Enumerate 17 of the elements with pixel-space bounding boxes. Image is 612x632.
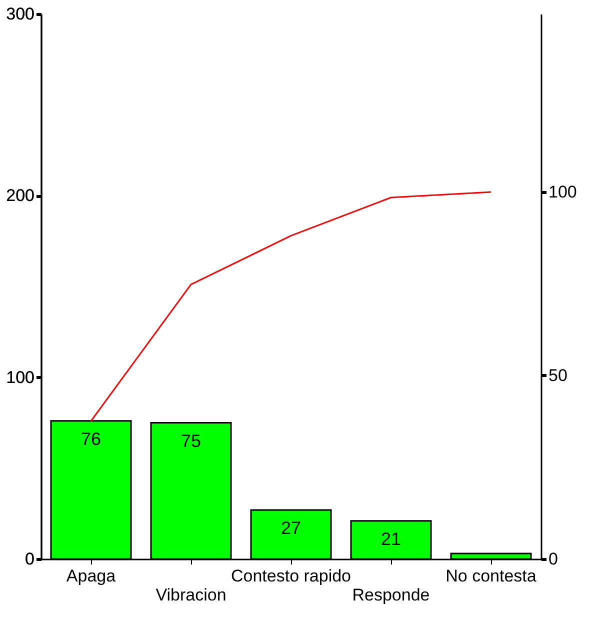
data-label: 21 [380, 528, 402, 549]
data-label: 76 [80, 428, 102, 449]
line-series [90, 191, 492, 422]
data-label: 27 [280, 518, 302, 538]
x-tick-label: Responde [352, 586, 430, 604]
y2-tick-label: 0 [548, 550, 558, 568]
x-tick-label: No contesta [446, 566, 537, 586]
data-label: 75 [180, 430, 202, 451]
x-tick-label: Contesto rapido [230, 566, 352, 586]
y-tick-label: 0 [25, 550, 34, 568]
x-tick-label: Vibracion [156, 586, 226, 604]
y-tick-label: 100 [6, 368, 34, 387]
y2-tick-label: 50 [548, 366, 568, 385]
y-tick-label: 300 [6, 4, 34, 24]
x-tick-label: Apaga [66, 566, 116, 586]
y2-tick-label: 100 [548, 182, 577, 202]
y-tick-label: 200 [6, 186, 34, 206]
